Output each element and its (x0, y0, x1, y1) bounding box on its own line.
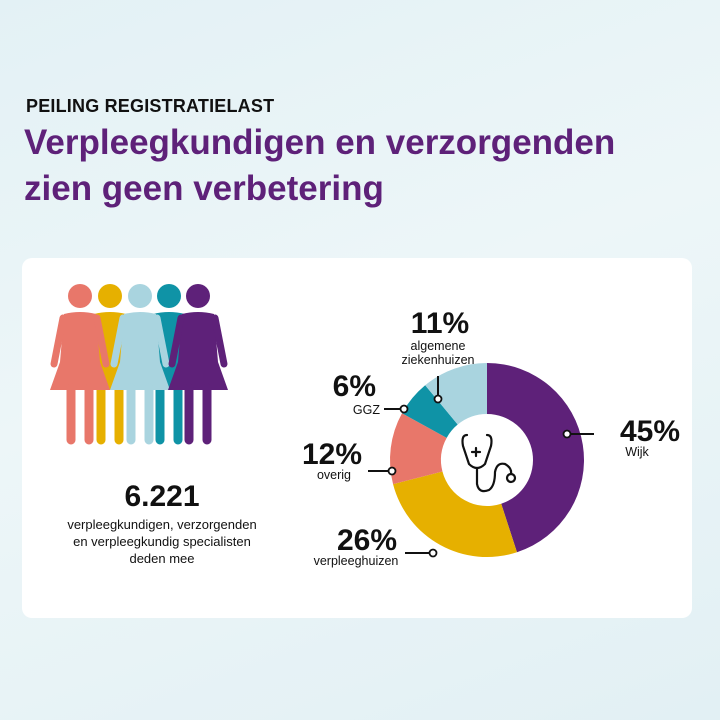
woman-figure (50, 284, 110, 445)
participant-count: 6.221 (124, 480, 200, 513)
slice-category-label: verpleeghuizen (314, 554, 399, 568)
slice-value-label: 11% (411, 307, 469, 340)
donut-chart: 45%Wijk 26%verpleeghuizen 12%overig 6%GGZ 11… (302, 307, 680, 568)
desc-line: en verpleegkundig specialisten (73, 534, 251, 549)
slice-value-label: 6% (333, 370, 376, 403)
infographic-card: 6.221 verpleegkundigen, verzorgenden en … (22, 258, 692, 618)
leader-dot (562, 429, 572, 439)
desc-line: verpleegkundigen, verzorgenden (67, 517, 257, 532)
slice-category-label: algemene (411, 339, 466, 353)
donut-slice (393, 471, 517, 557)
kicker: PEILING REGISTRATIELAST (26, 96, 275, 116)
leader-dot (428, 548, 438, 558)
leader-dot (399, 404, 409, 414)
slice-category-label: overig (317, 468, 351, 482)
woman-figure (110, 284, 170, 445)
donut-slice (487, 363, 584, 553)
donut-slice (390, 413, 447, 485)
slice-category-label: ziekenhuizen (402, 353, 475, 367)
donut-slice (425, 363, 487, 425)
slice-category-label: Wijk (625, 445, 649, 459)
leader-dot (387, 466, 397, 476)
stethoscope-icon (461, 433, 517, 493)
participant-description: verpleegkundigen, verzorgenden en verple… (22, 516, 302, 567)
slice-value-label: 12% (302, 438, 362, 471)
donut-slice (401, 385, 458, 438)
slice-value-label: 45% (620, 415, 680, 448)
title-line-1: Verpleegkundigen en verzorgenden (24, 123, 616, 162)
slice-value-label: 26% (337, 524, 397, 557)
woman-figure (168, 284, 228, 445)
women-group-icon (50, 284, 228, 445)
title-line-2: zien geen verbetering (24, 169, 384, 208)
page-title: Verpleegkundigen en verzorgenden zien ge… (24, 120, 704, 212)
leader-dot (433, 394, 443, 404)
desc-line: deden mee (129, 551, 195, 566)
slice-category-label: GGZ (353, 403, 380, 417)
